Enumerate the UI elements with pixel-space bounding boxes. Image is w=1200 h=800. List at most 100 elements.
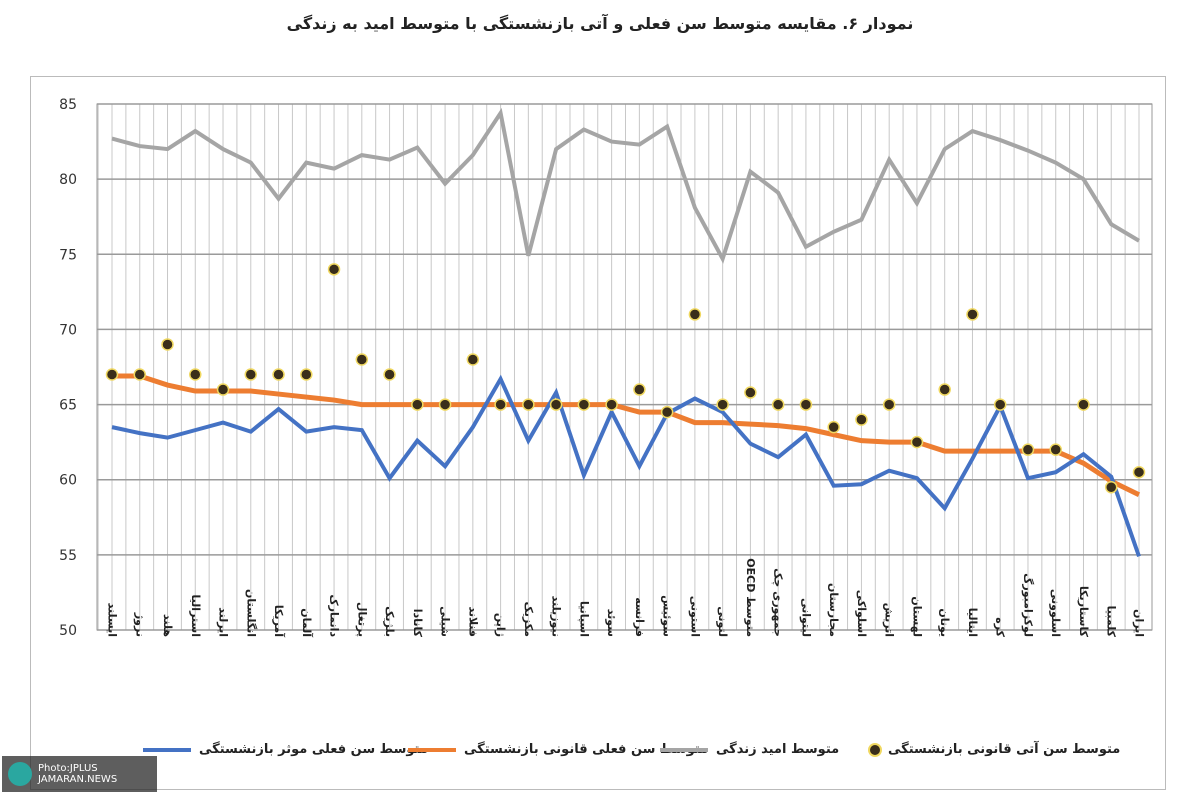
x-tick-label: کلمبیا [1105,606,1118,638]
x-tick-label: ایتالیا [966,608,979,637]
x-tick-label: اسلوونی [1049,589,1062,637]
watermark-line1: Photo:JPLUS [38,763,98,774]
x-tick-label: بلژیک [383,606,396,637]
future-age-dot [938,383,951,396]
future-age-dot [993,398,1007,411]
series-line-0 [111,374,1141,558]
future-age-dot [272,368,285,381]
x-tick-label: شیلی [439,606,452,637]
chart-title: نمودار ۶. مقایسه متوسط سن فعلی و آتی باز… [286,14,914,33]
x-tick-label: نیوزیلند [550,596,563,637]
legend-label: متوسط سن فعلی قانونی بازنشستگی [464,742,709,757]
x-tick-label: مجارستان [827,583,840,637]
x-tick-label: ژاپن [494,613,507,637]
future-age-dot [966,308,979,321]
x-tick-label: ایران [1133,609,1146,637]
future-age-dot [827,420,840,434]
future-age-dot [327,263,341,276]
x-tick-label: کاستاریکا [1077,586,1090,638]
future-age-dot [882,398,896,411]
x-tick-label: فرانسه [633,597,646,637]
future-age-dot [605,398,618,411]
legend-item-life-expectancy: متوسط امید زندگی [660,742,839,757]
x-tick-label: ایسلند [106,603,119,637]
legend-swatch [660,747,708,752]
legend-label: متوسط امید زندگی [716,742,840,757]
future-age-dot [633,383,646,396]
future-age-dot [716,398,729,411]
y-tick-label: 80 [59,172,77,188]
future-age-dot [910,435,924,449]
future-age-dot [494,398,507,411]
future-age-dot [189,368,202,381]
legend-swatch [408,747,456,752]
x-tick-label: ایرلند [217,607,230,637]
legend-item-future-legal: متوسط سن آتی قانونی بازنشستگی [870,742,1120,757]
future-age-dot [855,413,868,426]
x-tick-label: اسپانیا [577,601,590,637]
future-age-dot [522,398,535,411]
future-age-dot [466,353,480,366]
x-tick-label: اسلواکی [855,590,868,637]
x-tick-label: لتونی [716,606,729,637]
future-age-dot [300,368,313,381]
legend-item-effective: متوسط سن فعلی موثر بازنشستگی [143,742,428,757]
future-age-dot [244,368,258,381]
future-age-dot [1104,480,1118,494]
x-tick-label: لیتوانی [799,598,812,637]
future-age-dot [1021,443,1035,456]
future-age-dot [133,368,147,381]
x-tick-label: فنلاند [466,606,479,637]
future-age-dot [1132,465,1146,479]
legend-item-current-legal: متوسط سن فعلی قانونی بازنشستگی [408,742,708,757]
x-tick-label: سوئد [605,609,618,637]
y-tick-label: 75 [59,247,77,263]
future-age-dot [411,398,424,411]
chart-frame [30,76,1166,790]
watermark: Photo:JPLUS JAMARAN.NEWS [2,756,157,792]
x-tick-label: متوسط OECD [744,558,757,637]
x-tick-label: لهستان [910,596,923,637]
watermark-logo-icon [8,762,32,786]
x-tick-label: کره [994,617,1007,637]
x-tick-label: نروژ [133,612,146,637]
y-tick-label: 85 [59,97,77,113]
future-age-dot [1049,443,1062,456]
y-tick-label: 55 [59,548,77,564]
x-tick-label: لوکزامبورگ [1021,573,1035,637]
x-tick-label: دانمارک [328,594,341,637]
future-age-dot [660,405,674,419]
legend-label: متوسط سن آتی قانونی بازنشستگی [888,742,1121,757]
future-age-dot [161,338,174,351]
x-tick-label: هلند [161,614,174,637]
future-age-dot [383,368,396,381]
future-age-dot [577,398,591,411]
x-tick-label: انگلستان [244,589,257,637]
x-tick-label: آمریکا [272,605,286,637]
future-age-dot [1077,398,1090,411]
series-line-1 [112,373,1141,497]
legend: متوسط سن فعلی موثر بازنشستگی متوسط سن فع… [0,742,1200,766]
legend-label: متوسط سن فعلی موثر بازنشستگی [199,742,428,757]
legend-swatch [870,744,880,755]
x-tick-label: سوئیس [661,595,674,637]
future-age-dot [744,386,757,399]
y-tick-label: 60 [59,473,77,489]
legend-swatch [143,747,191,752]
x-tick-label: استونی [688,596,701,637]
future-age-dot [438,398,452,411]
x-tick-label: یونان [938,608,951,637]
future-age-dot [549,398,563,411]
x-tick-label: مکزیک [522,602,535,637]
y-tick-label: 50 [59,623,77,639]
x-tick-label: پرتغال [355,602,368,637]
series-line-2 [111,107,1141,264]
future-age-dot [799,398,813,411]
plot-area [96,103,1153,631]
x-tick-label: جمهوری چک [772,568,785,637]
x-tick-label: اتریش [883,603,896,637]
watermark-line2: JAMARAN.NEWS [38,774,118,785]
y-tick-label: 70 [59,322,77,338]
future-age-dot [771,398,785,411]
